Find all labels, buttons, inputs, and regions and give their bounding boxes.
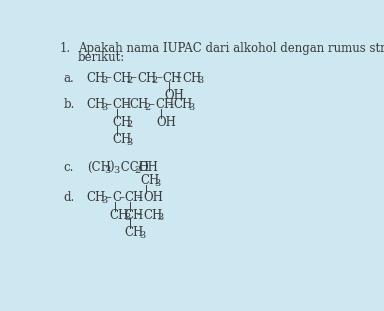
Text: 1.: 1. bbox=[59, 42, 70, 55]
Text: c.: c. bbox=[63, 161, 74, 174]
Text: CH: CH bbox=[137, 72, 157, 85]
Text: (CH: (CH bbox=[87, 161, 111, 174]
Text: Apakah nama IUPAC dari alkohol dengan rumus struktur: Apakah nama IUPAC dari alkohol dengan ru… bbox=[78, 42, 384, 55]
Text: 3: 3 bbox=[101, 196, 107, 205]
Text: a.: a. bbox=[63, 72, 74, 85]
Text: b.: b. bbox=[63, 98, 75, 111]
Text: –: – bbox=[124, 98, 130, 111]
Text: d.: d. bbox=[63, 191, 75, 204]
Text: ): ) bbox=[109, 161, 114, 174]
Text: –: – bbox=[137, 208, 142, 221]
Text: CH: CH bbox=[174, 98, 193, 111]
Text: 3: 3 bbox=[126, 138, 132, 147]
Text: CH: CH bbox=[109, 208, 129, 221]
Text: CH: CH bbox=[112, 98, 131, 111]
Text: 3: 3 bbox=[139, 231, 145, 239]
Text: 2: 2 bbox=[134, 166, 141, 175]
Text: 2: 2 bbox=[144, 103, 151, 112]
Text: OH: OH bbox=[157, 116, 177, 128]
Text: CH: CH bbox=[162, 72, 182, 85]
Text: –: – bbox=[119, 191, 124, 204]
Text: CH: CH bbox=[125, 191, 144, 204]
Text: CH: CH bbox=[112, 72, 131, 85]
Text: 2: 2 bbox=[152, 77, 158, 86]
Text: 2: 2 bbox=[126, 77, 132, 86]
Text: CH: CH bbox=[125, 226, 144, 239]
Text: 3: 3 bbox=[157, 213, 164, 222]
Text: 3: 3 bbox=[188, 103, 194, 112]
Text: CH: CH bbox=[182, 72, 202, 85]
Text: CH: CH bbox=[87, 191, 106, 204]
Text: berikut:: berikut: bbox=[78, 51, 125, 64]
Text: 3: 3 bbox=[101, 103, 107, 112]
Text: –: – bbox=[176, 72, 182, 85]
Text: 2: 2 bbox=[126, 120, 132, 129]
Text: CH: CH bbox=[130, 98, 149, 111]
Text: CH: CH bbox=[155, 98, 174, 111]
Text: 3: 3 bbox=[113, 166, 119, 175]
Text: CH: CH bbox=[112, 116, 131, 128]
Text: OH: OH bbox=[164, 89, 184, 102]
Text: 3: 3 bbox=[101, 77, 107, 86]
Text: –: – bbox=[131, 72, 137, 85]
Text: –: – bbox=[106, 98, 111, 111]
Text: C: C bbox=[113, 191, 122, 204]
Text: –: – bbox=[149, 98, 154, 111]
Text: 3: 3 bbox=[104, 166, 111, 175]
Text: OH: OH bbox=[143, 191, 163, 204]
Text: –: – bbox=[106, 191, 111, 204]
Text: –: – bbox=[137, 191, 142, 204]
Text: CH: CH bbox=[87, 98, 106, 111]
Text: 3: 3 bbox=[197, 77, 203, 86]
Text: CH: CH bbox=[125, 208, 144, 221]
Text: –: – bbox=[106, 72, 111, 85]
Text: –: – bbox=[167, 98, 173, 111]
Text: CH: CH bbox=[143, 208, 162, 221]
Text: –: – bbox=[156, 72, 162, 85]
Text: CCH: CCH bbox=[117, 161, 149, 174]
Text: CH: CH bbox=[87, 72, 106, 85]
Text: OH: OH bbox=[139, 161, 159, 174]
Text: CH: CH bbox=[140, 174, 159, 187]
Text: 3: 3 bbox=[124, 213, 130, 222]
Text: 3: 3 bbox=[154, 179, 161, 188]
Text: CH: CH bbox=[112, 133, 131, 146]
